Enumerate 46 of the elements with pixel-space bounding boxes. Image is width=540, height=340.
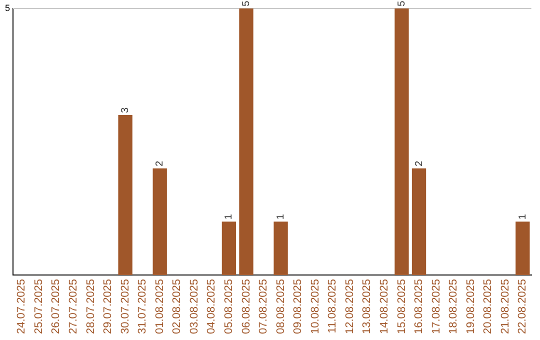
x-tick-label: 30.07.2025 <box>119 278 132 334</box>
x-tick-label: 07.08.2025 <box>258 278 270 334</box>
bar <box>516 222 530 275</box>
x-tick-label: 10.08.2025 <box>309 278 322 334</box>
x-tick-label: 17.08.2025 <box>430 278 442 334</box>
x-tick-label: 24.07.2025 <box>16 278 28 334</box>
x-tick-label: 06.08.2025 <box>240 278 252 334</box>
data-label: 5 <box>396 0 408 6</box>
data-label: 5 <box>240 0 252 6</box>
bar <box>274 222 288 275</box>
data-label: 2 <box>414 160 425 166</box>
data-label: 1 <box>224 214 235 220</box>
x-tick-label: 15.08.2025 <box>396 278 408 334</box>
x-tick-label: 04.08.2025 <box>206 278 218 334</box>
data-label: 1 <box>276 214 287 220</box>
x-tick-label: 03.08.2025 <box>188 278 200 334</box>
bar <box>394 8 409 275</box>
bar <box>152 168 167 275</box>
x-tick-label: 08.08.2025 <box>274 278 287 334</box>
bar <box>222 222 236 275</box>
x-tick-label: 11.08.2025 <box>326 278 339 334</box>
x-tick-label: 25.07.2025 <box>32 278 45 334</box>
x-tick-label: 31.07.2025 <box>136 278 149 334</box>
x-tick-label: 14.08.2025 <box>378 278 390 334</box>
x-tick-label: 19.08.2025 <box>464 278 477 334</box>
bar <box>118 115 132 275</box>
data-label: 1 <box>517 214 528 220</box>
bar <box>239 8 254 275</box>
x-tick-label: 02.08.2025 <box>171 278 184 334</box>
x-tick-label: 18.08.2025 <box>448 278 460 334</box>
x-tick-label: 26.07.2025 <box>50 278 62 334</box>
x-tick-label: 16.08.2025 <box>413 278 426 334</box>
x-tick-label: 05.08.2025 <box>222 278 235 334</box>
x-tick-label: 12.08.2025 <box>344 278 356 334</box>
x-tick-label: 20.08.2025 <box>482 278 494 334</box>
x-tick-label: 28.07.2025 <box>84 278 97 334</box>
x-tick-label: 22.08.2025 <box>516 278 529 334</box>
bar <box>412 168 426 275</box>
data-label: 2 <box>154 160 166 166</box>
x-tick-label: 09.08.2025 <box>292 278 304 334</box>
x-tick-label: 27.07.2025 <box>68 278 80 334</box>
data-label: 3 <box>120 107 132 114</box>
x-tick-label: 01.08.2025 <box>154 278 166 334</box>
x-tick-label: 29.07.2025 <box>102 278 114 334</box>
x-tick-label: 13.08.2025 <box>361 278 374 334</box>
x-tick-label: 21.08.2025 <box>499 278 512 334</box>
